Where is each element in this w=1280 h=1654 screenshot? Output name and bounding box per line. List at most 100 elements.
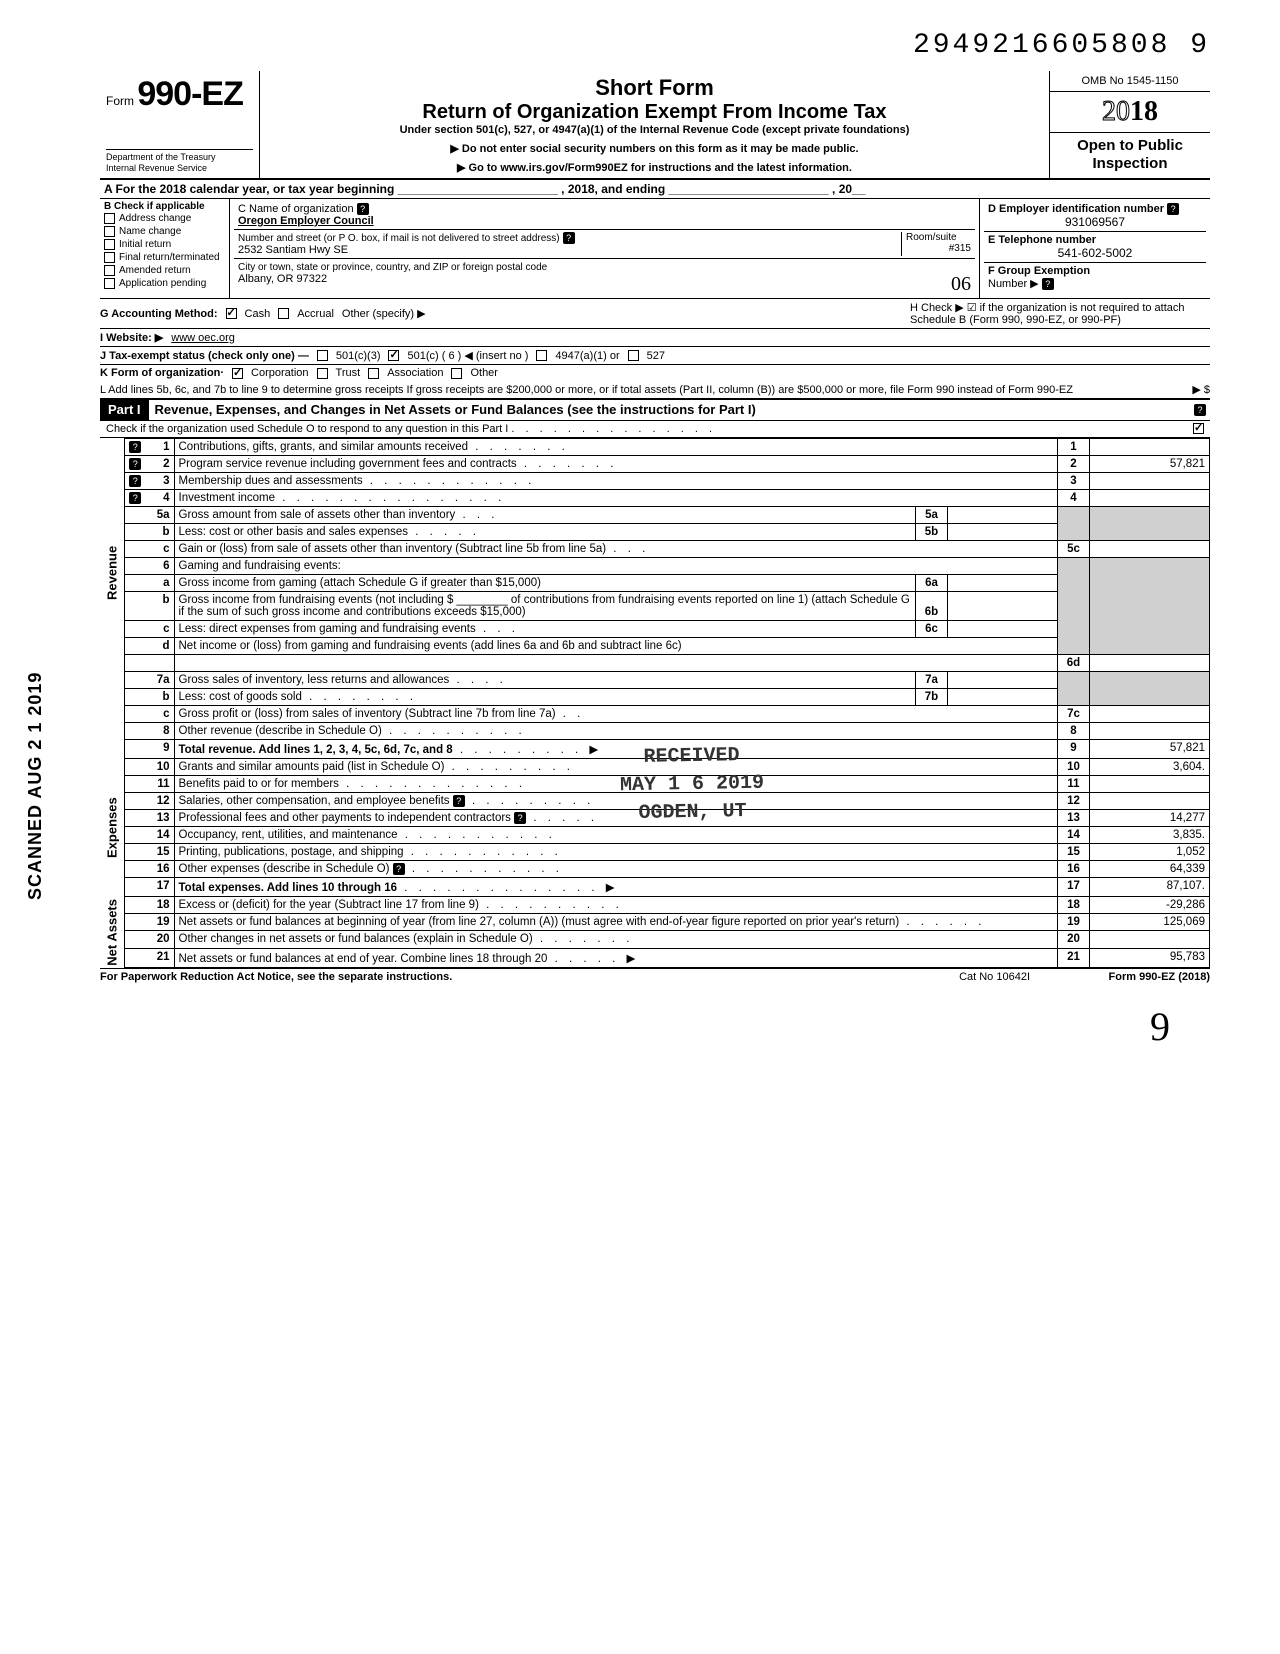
cb-label: Application pending — [119, 278, 206, 289]
cb-label: Address change — [119, 213, 191, 224]
desc-text: Gross sales of inventory, less returns a… — [179, 674, 450, 686]
cb-corporation[interactable] — [232, 368, 243, 379]
cb-name-change[interactable]: Name change — [104, 225, 225, 238]
cell — [124, 689, 146, 706]
line-desc: Other expenses (describe in Schedule O) … — [174, 861, 1058, 878]
desc-text: Salaries, other compensation, and employ… — [179, 795, 450, 807]
line-value — [1090, 541, 1210, 558]
cell — [174, 655, 1058, 672]
table-row: 6 Gaming and fundraising events: — [100, 558, 1210, 575]
cell — [124, 706, 146, 723]
desc-text: Less: cost or other basis and sales expe… — [179, 526, 409, 538]
cb-other[interactable] — [451, 368, 462, 379]
line-desc: Total expenses. Add lines 10 through 16 … — [174, 878, 1058, 897]
line-desc: Gain or (loss) from sale of assets other… — [174, 541, 1058, 558]
cb-initial-return[interactable]: Initial return — [104, 238, 225, 251]
table-row: 5a Gross amount from sale of assets othe… — [100, 507, 1210, 524]
line-a: A For the 2018 calendar year, or tax yea… — [100, 180, 1210, 198]
help-icon: ? — [1194, 404, 1206, 416]
cb-501c[interactable] — [388, 350, 399, 361]
mid-num: 5b — [916, 524, 948, 541]
line-value — [1090, 776, 1210, 793]
line-desc: Net assets or fund balances at end of ye… — [174, 948, 1058, 967]
cell — [124, 541, 146, 558]
room-value: #315 — [906, 243, 971, 254]
table-wrapper: RECEIVED MAY 1 6 2019 OGDEN, UT Revenue … — [100, 438, 1210, 968]
desc-text: Gross profit or (loss) from sales of inv… — [179, 708, 556, 720]
org-name-row: C Name of organization ? Oregon Employer… — [234, 201, 975, 230]
cb-527[interactable] — [628, 350, 639, 361]
table-row: c Gain or (loss) from sale of assets oth… — [100, 541, 1210, 558]
cell — [124, 861, 146, 878]
line-value — [1090, 473, 1210, 490]
cb-association[interactable] — [368, 368, 379, 379]
line-desc: Salaries, other compensation, and employ… — [174, 793, 1058, 810]
cb-501c3[interactable] — [317, 350, 328, 361]
signature: 9 — [100, 1003, 1210, 1050]
line-number: 2 — [146, 456, 174, 473]
cb-trust[interactable] — [317, 368, 328, 379]
line-desc: Less: cost or other basis and sales expe… — [174, 524, 916, 541]
line-desc: Gross amount from sale of assets other t… — [174, 507, 916, 524]
dots: . . . . . . . — [533, 933, 634, 945]
line-num-box: 12 — [1058, 793, 1090, 810]
line-num-box: 18 — [1058, 897, 1090, 914]
dots: . . . . . . . . . . — [479, 899, 623, 911]
table-row: 19 Net assets or fund balances at beginn… — [100, 914, 1210, 931]
website-value: www oec.org — [171, 332, 235, 344]
checkbox-icon — [104, 252, 115, 263]
year-prefix: 20 — [1102, 96, 1130, 127]
section-b-label: B Check if applicable — [104, 201, 225, 212]
omb-number: OMB No 1545-1150 — [1050, 71, 1210, 92]
open-public-label: Open to Public Inspection — [1050, 133, 1210, 177]
help-icon: ? — [563, 232, 575, 244]
line-value — [1090, 655, 1210, 672]
cb-address-change[interactable]: Address change — [104, 212, 225, 225]
line-num-box: 9 — [1058, 740, 1090, 759]
dots: . . . — [476, 623, 519, 635]
city-row: City or town, state or province, country… — [234, 259, 975, 287]
cb-cash[interactable] — [226, 308, 237, 319]
line-number: 10 — [146, 759, 174, 776]
cb-schedule-o[interactable] — [1193, 423, 1204, 434]
dots: . . . . . . . . . ▶ — [453, 744, 603, 756]
line-value: 3,835. — [1090, 827, 1210, 844]
line-number: 20 — [146, 931, 174, 948]
line-desc: Other changes in net assets or fund bala… — [174, 931, 1058, 948]
ein-value: 931069567 — [988, 215, 1202, 229]
line-desc: Other revenue (describe in Schedule O) .… — [174, 723, 1058, 740]
desc-text: Membership dues and assessments — [179, 475, 363, 487]
cb-final-return[interactable]: Final return/terminated — [104, 251, 225, 264]
street-row: Number and street (or P O. box, if mail … — [234, 230, 975, 259]
cb-amended-return[interactable]: Amended return — [104, 264, 225, 277]
table-row: ? 4 Investment income . . . . . . . . . … — [100, 490, 1210, 507]
room-label: Room/suite — [906, 232, 957, 243]
table-row: Expenses 10 Grants and similar amounts p… — [100, 759, 1210, 776]
footer-mid: Cat No 10642I — [959, 971, 1030, 983]
line-num-box: 14 — [1058, 827, 1090, 844]
cb-application-pending[interactable]: Application pending — [104, 277, 225, 290]
j-4947: 4947(a)(1) or — [555, 350, 619, 362]
table-row: ? 3 Membership dues and assessments . . … — [100, 473, 1210, 490]
line-k: K Form of organization· Corporation Trus… — [100, 365, 1210, 381]
line-value: 125,069 — [1090, 914, 1210, 931]
city-value: Albany, OR 97322 — [238, 273, 327, 285]
cb-accrual[interactable] — [278, 308, 289, 319]
table-row: 16 Other expenses (describe in Schedule … — [100, 861, 1210, 878]
help-icon-cell: ? — [124, 490, 146, 507]
line-number: 13 — [146, 810, 174, 827]
cb-4947[interactable] — [536, 350, 547, 361]
right-header-cell: OMB No 1545-1150 2018 Open to Public Ins… — [1050, 71, 1210, 178]
org-name: Oregon Employer Council — [238, 215, 374, 227]
line-number: b — [146, 524, 174, 541]
line-desc: Less: cost of goods sold . . . . . . . . — [174, 689, 916, 706]
cb-label: Amended return — [119, 265, 191, 276]
line-num-box: 6d — [1058, 655, 1090, 672]
line-value: 64,339 — [1090, 861, 1210, 878]
help-icon: ? — [129, 458, 141, 470]
cell — [124, 948, 146, 967]
line-number: 9 — [146, 740, 174, 759]
line-number: 3 — [146, 473, 174, 490]
cell — [124, 759, 146, 776]
k-assoc: Association — [387, 367, 443, 379]
